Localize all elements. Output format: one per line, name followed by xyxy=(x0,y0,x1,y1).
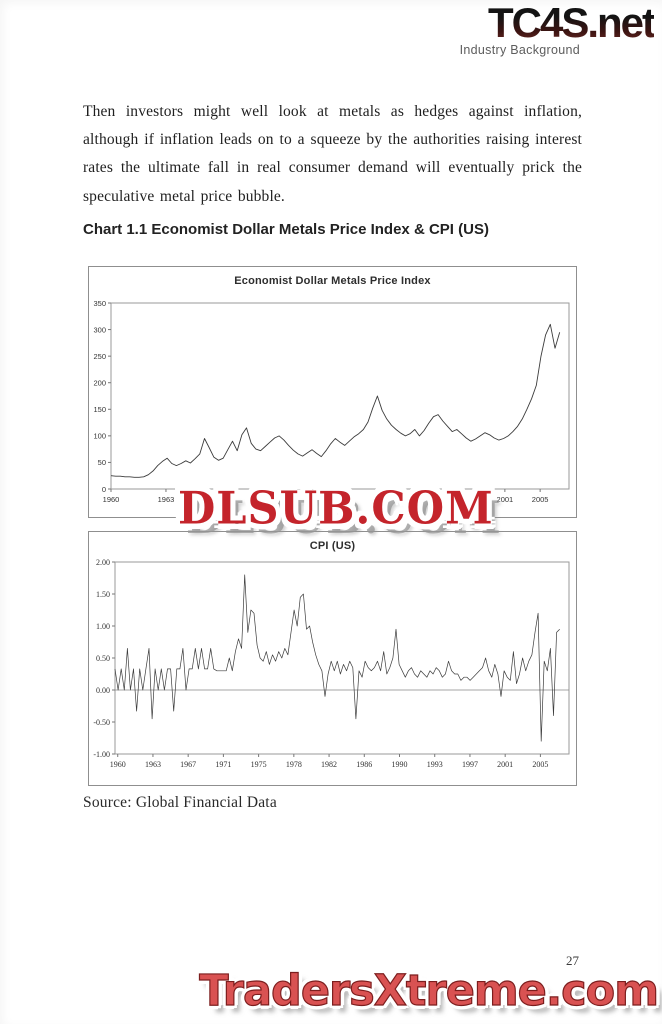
tradersxtreme-footer-logo: TradersXtreme.com xyxy=(199,965,660,1016)
svg-text:1982: 1982 xyxy=(321,760,337,769)
svg-text:200: 200 xyxy=(93,379,106,388)
svg-text:250: 250 xyxy=(93,352,106,361)
svg-text:1990: 1990 xyxy=(392,760,408,769)
metals-price-index-chart: Economist Dollar Metals Price Index 350 3… xyxy=(88,266,577,518)
cpi-chart: CPI (US) 2.00 1.50 1.00 0.50 0.00 -0.50 -1.00 1… xyxy=(88,531,577,786)
svg-text:1986: 1986 xyxy=(356,760,372,769)
svg-text:50: 50 xyxy=(98,458,106,467)
tc4s-header-logo: TC4S.net xyxy=(487,0,656,46)
svg-text:2001: 2001 xyxy=(497,495,514,504)
svg-text:1.00: 1.00 xyxy=(96,622,110,631)
svg-text:2.00: 2.00 xyxy=(96,558,110,567)
svg-text:350: 350 xyxy=(93,299,106,308)
svg-text:1997: 1997 xyxy=(462,760,478,769)
svg-text:0.50: 0.50 xyxy=(96,654,110,663)
svg-text:2005: 2005 xyxy=(532,760,548,769)
svg-text:1967: 1967 xyxy=(180,760,196,769)
svg-text:2001: 2001 xyxy=(497,760,513,769)
svg-text:1960: 1960 xyxy=(110,760,126,769)
svg-text:-1.00: -1.00 xyxy=(93,750,110,759)
svg-text:100: 100 xyxy=(93,432,106,441)
source-line: Source: Global Financial Data xyxy=(83,794,277,811)
svg-text:1993: 1993 xyxy=(427,760,443,769)
metals-chart-title: Economist Dollar Metals Price Index xyxy=(234,275,431,287)
svg-text:300: 300 xyxy=(93,325,106,334)
svg-text:2005: 2005 xyxy=(532,495,549,504)
svg-text:1.50: 1.50 xyxy=(96,590,110,599)
svg-text:-0.50: -0.50 xyxy=(93,718,110,727)
chart-heading: Chart 1.1 Economist Dollar Metals Price … xyxy=(83,221,489,238)
svg-text:1960: 1960 xyxy=(103,495,120,504)
header-subtitle: Industry Background xyxy=(459,43,580,57)
svg-text:1978: 1978 xyxy=(286,760,302,769)
svg-text:150: 150 xyxy=(93,405,106,414)
svg-text:1975: 1975 xyxy=(251,760,267,769)
svg-text:1971: 1971 xyxy=(215,760,231,769)
cpi-chart-title: CPI (US) xyxy=(309,540,356,552)
svg-text:0.00: 0.00 xyxy=(96,686,110,695)
body-paragraph: Then investors might well look at metals… xyxy=(83,103,582,205)
svg-text:1967: 1967 xyxy=(213,495,230,504)
svg-text:1963: 1963 xyxy=(158,495,175,504)
dlsub-watermark: DLSUB.COM xyxy=(178,482,494,536)
svg-text:1963: 1963 xyxy=(145,760,161,769)
page-number: 27 xyxy=(566,953,579,968)
svg-text:0: 0 xyxy=(102,485,106,494)
